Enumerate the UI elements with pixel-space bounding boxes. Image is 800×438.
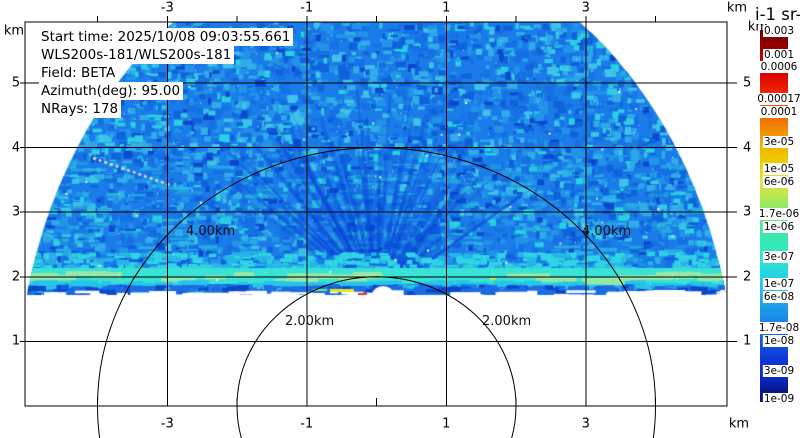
- range-ring-4km: [97, 147, 656, 438]
- range-ring-2km: [236, 276, 517, 438]
- range-ring-label: 2.00km: [285, 314, 335, 329]
- x-axis-unit-label-top: km: [726, 0, 748, 16]
- colorbar-tick-label: 3e-09: [762, 365, 796, 378]
- y-axis-tick-label-left: 3: [11, 204, 21, 220]
- y-axis-tick-label-right: 4: [743, 140, 752, 156]
- colorbar-tick-label: 3e-05: [762, 136, 796, 149]
- x-axis-tick-label-bottom: 1: [442, 416, 451, 432]
- y-axis-tick-label-right: 1: [743, 333, 752, 349]
- colorbar-tick-label: 1e-09: [762, 392, 796, 405]
- colorbar-tick-label: 6e-08: [762, 290, 796, 303]
- colorbar-tick-label: 0.003: [762, 25, 796, 37]
- scan-info-line: Field: BETA: [39, 64, 119, 82]
- colorbar-tick-label: 6e-06: [762, 176, 796, 189]
- colorbar-tick-label: 1e-05: [762, 163, 796, 176]
- colorbar-tick-label: 0.001: [762, 48, 796, 61]
- colorbar-tick-label: 1.7e-08: [757, 322, 800, 335]
- range-ring-label: 4.00km: [582, 224, 632, 239]
- colorbar-tick-label: 0.0006: [759, 61, 799, 74]
- x-axis-tick-label-bottom: -3: [160, 416, 174, 432]
- scan-info-line: WLS200s-181/WLS200s-181: [39, 46, 235, 64]
- colorbar-tick-label: 1e-08: [762, 335, 796, 348]
- colorbar-tick-label: 0.00017: [756, 92, 800, 105]
- range-ring-label: 4.00km: [186, 224, 236, 239]
- y-axis-tick-label-left: 1: [11, 333, 21, 349]
- plot-frame: [24, 21, 728, 407]
- colorbar-tick-label: 1e-06: [762, 220, 796, 233]
- x-axis-tick-label-top: 3: [581, 0, 590, 16]
- y-axis-unit-label-left: km: [3, 23, 25, 39]
- scan-info-line: NRays: 178: [39, 100, 122, 118]
- x-axis-tick-label-top: -3: [160, 0, 174, 16]
- scan-info-line: Start time: 2025/10/08 09:03:55.661: [39, 28, 294, 46]
- y-axis-tick-label-right: 2: [743, 269, 752, 285]
- y-axis-tick-label-left: 5: [11, 75, 21, 91]
- x-axis-tick-label-top: -1: [300, 0, 314, 16]
- colorbar-tick-label: 1e-07: [762, 278, 796, 291]
- colorbar-tick-label: 3e-07: [762, 250, 796, 263]
- x-axis-tick-label-bottom: 3: [581, 416, 590, 432]
- x-axis-tick-label-bottom: -1: [300, 416, 314, 432]
- colorbar-tick-label: 0.0001: [759, 106, 799, 119]
- x-axis-unit-label-bottom: km: [728, 416, 750, 432]
- y-axis-tick-label-right: 3: [743, 204, 752, 220]
- y-axis-tick-label-left: 4: [11, 140, 21, 156]
- colorbar-units-label: i-1 sr-: [754, 5, 800, 24]
- y-axis-tick-label-right: 5: [743, 75, 752, 91]
- colorbar-tick-label: 1.7e-06: [757, 207, 800, 220]
- range-ring-label: 2.00km: [482, 314, 532, 329]
- y-axis-tick-label-left: 2: [11, 269, 21, 285]
- x-axis-tick-label-top: 1: [442, 0, 451, 16]
- scan-info-line: Azimuth(deg): 95.00: [39, 82, 184, 100]
